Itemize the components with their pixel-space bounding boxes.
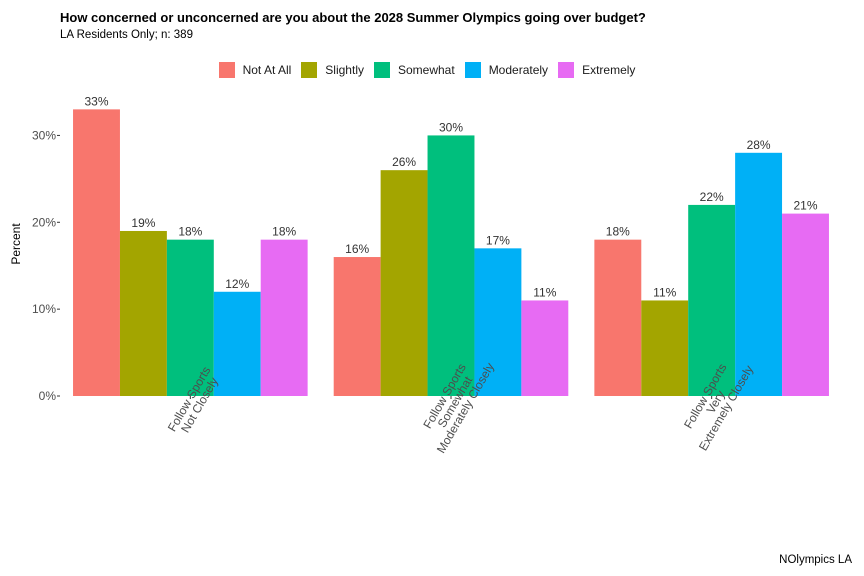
legend-swatch xyxy=(373,62,390,78)
bar-value-label: 22% xyxy=(700,190,724,204)
bar-value-label: 21% xyxy=(793,199,817,213)
legend-label: Slightly xyxy=(325,63,364,77)
bar-value-label: 12% xyxy=(225,277,249,291)
legend-item: Not At All xyxy=(218,62,292,78)
chart-caption: NOlympics LA xyxy=(779,554,852,566)
chart-subtitle: LA Residents Only; n: 389 xyxy=(60,29,193,41)
legend-label: Extremely xyxy=(582,63,636,77)
bar xyxy=(641,300,689,396)
legend-label: Not At All xyxy=(242,63,292,77)
legend-item: Moderately xyxy=(464,62,549,78)
bar-value-label: 19% xyxy=(131,216,155,230)
bar-value-label: 16% xyxy=(345,242,369,256)
bar xyxy=(735,152,783,396)
bar xyxy=(119,230,167,396)
legend-label: Somewhat xyxy=(397,63,455,77)
bar-value-label: 18% xyxy=(178,225,202,239)
bar xyxy=(594,239,642,396)
bar-value-label: 26% xyxy=(392,155,416,169)
chart-title: How concerned or unconcerned are you abo… xyxy=(60,10,646,25)
bar xyxy=(782,213,829,396)
bar-value-label: 30% xyxy=(439,120,463,134)
bar xyxy=(166,239,214,396)
legend-swatch xyxy=(558,62,575,78)
bar-value-label: 11% xyxy=(653,285,676,299)
bar xyxy=(73,109,120,396)
bar-value-label: 28% xyxy=(747,138,771,152)
legend-item: Extremely xyxy=(558,62,635,78)
bar xyxy=(380,170,428,396)
bar-value-label: 11% xyxy=(533,285,556,299)
legend-swatch xyxy=(218,62,235,78)
y-tick-label: 10% xyxy=(32,302,56,316)
bar xyxy=(260,239,308,396)
legend-label: Moderately xyxy=(488,63,549,77)
y-axis-title: Percent xyxy=(9,223,23,265)
y-tick-label: 20% xyxy=(32,215,56,229)
bar xyxy=(333,257,381,396)
legend-swatch xyxy=(301,62,318,78)
legend-item: Slightly xyxy=(301,62,364,78)
bar-value-label: 33% xyxy=(84,94,108,108)
legend-item: Somewhat xyxy=(373,62,455,78)
bar xyxy=(474,248,522,396)
bar xyxy=(521,300,569,396)
legend: Not At All Slightly Somewhat Moderately Extr… xyxy=(0,62,864,78)
legend-swatch xyxy=(464,62,481,78)
bar-value-label: 17% xyxy=(486,233,510,247)
y-tick-label: 30% xyxy=(32,128,56,142)
bar xyxy=(427,135,475,396)
bar-value-label: 18% xyxy=(272,225,296,239)
bar-value-label: 18% xyxy=(606,225,630,239)
bar xyxy=(688,204,736,396)
bar xyxy=(213,291,261,396)
y-tick-label: 0% xyxy=(39,389,57,403)
